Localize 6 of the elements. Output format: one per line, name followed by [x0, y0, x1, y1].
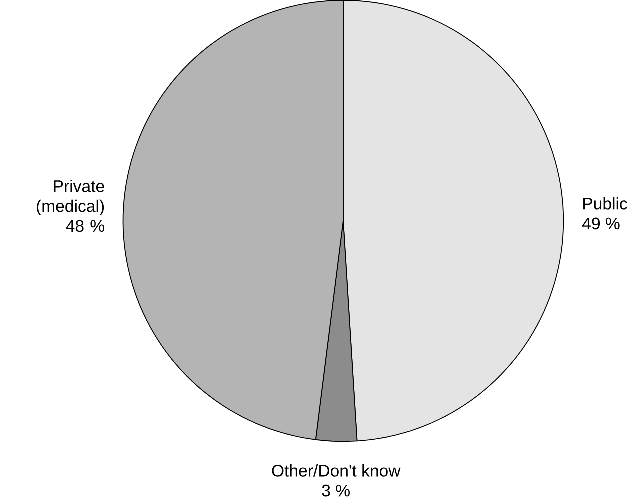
slice-label: Public [584, 198, 628, 210]
slice-label: Other/Don't know [272, 464, 401, 477]
slice-label: Private (medical) [37, 180, 104, 216]
data-label: 3 % [322, 484, 350, 497]
data-label: 49 % [582, 218, 620, 230]
data-label: 48 % [66, 220, 104, 232]
